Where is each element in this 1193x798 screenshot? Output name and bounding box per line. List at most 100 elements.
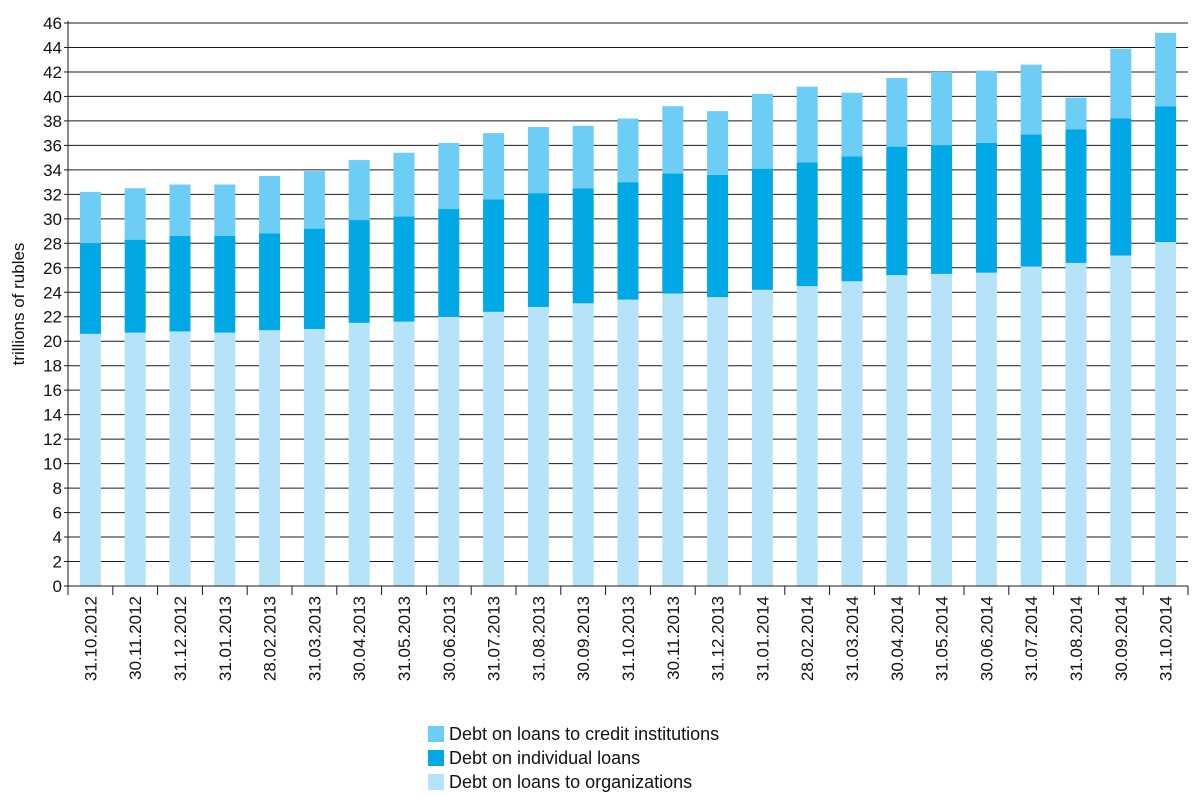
bar-segment-organizations bbox=[303, 328, 325, 586]
x-tick-label: 31.10.2012 bbox=[81, 596, 100, 681]
bar-segment-individual-loans bbox=[259, 233, 281, 331]
y-tick-label: 42 bbox=[43, 63, 62, 82]
bar-segment-credit-institutions bbox=[79, 191, 101, 244]
bar-segment-individual-loans bbox=[572, 188, 594, 304]
stacked-bar-chart: 0246810121416182022242628303234363840424… bbox=[9, 14, 1189, 681]
bar-segment-individual-loans bbox=[975, 142, 997, 273]
legend-swatch-organizations bbox=[428, 774, 444, 790]
bar-segment-organizations bbox=[617, 299, 639, 586]
bar-segment-credit-institutions bbox=[931, 71, 953, 146]
bar-segment-organizations bbox=[259, 330, 281, 586]
legend-label-organizations: Debt on loans to organizations bbox=[449, 771, 693, 792]
x-tick-label: 31.01.2013 bbox=[216, 596, 235, 681]
y-tick-label: 46 bbox=[43, 14, 62, 33]
y-tick-label: 10 bbox=[43, 455, 62, 474]
y-tick-label: 18 bbox=[43, 357, 62, 376]
legend-label-credit-institutions: Debt on loans to credit institutions bbox=[449, 723, 720, 744]
bar-segment-individual-loans bbox=[751, 168, 773, 290]
y-tick-label: 44 bbox=[43, 38, 62, 57]
y-tick-label: 40 bbox=[43, 87, 62, 106]
bar-segment-organizations bbox=[841, 281, 863, 586]
bar-segment-credit-institutions bbox=[169, 184, 191, 236]
x-tick-label: 31.08.2014 bbox=[1067, 596, 1086, 681]
x-tick-label: 30.06.2014 bbox=[977, 596, 996, 681]
legend: Debt on loans to credit institutions Deb… bbox=[428, 722, 719, 794]
bar-segment-individual-loans bbox=[124, 239, 146, 333]
bar-segment-credit-institutions bbox=[662, 106, 684, 174]
bar-segment-credit-institutions bbox=[751, 93, 773, 169]
y-tick-label: 38 bbox=[43, 112, 62, 131]
bar-segment-individual-loans bbox=[796, 162, 818, 287]
bar-segment-credit-institutions bbox=[348, 160, 370, 221]
x-tick-label: 30.11.2013 bbox=[664, 596, 683, 680]
legend-item-credit-institutions: Debt on loans to credit institutions bbox=[428, 722, 719, 746]
bar-segment-organizations bbox=[572, 303, 594, 586]
bar-segment-individual-loans bbox=[707, 174, 729, 298]
bar-segment-credit-institutions bbox=[303, 171, 325, 229]
bar-segment-credit-institutions bbox=[1155, 32, 1177, 107]
bar-segment-credit-institutions bbox=[707, 111, 729, 175]
bar-segment-credit-institutions bbox=[259, 175, 281, 234]
y-tick-label: 14 bbox=[43, 406, 62, 425]
bar-segment-organizations bbox=[707, 297, 729, 586]
bar-segment-credit-institutions bbox=[393, 152, 415, 217]
bar-segment-individual-loans bbox=[169, 235, 191, 332]
bar-segment-organizations bbox=[1155, 242, 1177, 586]
bar-segment-credit-institutions bbox=[617, 118, 639, 183]
bar-segment-credit-institutions bbox=[438, 142, 460, 210]
y-tick-label: 22 bbox=[43, 308, 62, 327]
x-tick-label: 31.01.2014 bbox=[753, 596, 772, 681]
y-tick-label: 26 bbox=[43, 259, 62, 278]
x-tick-label: 28.02.2013 bbox=[261, 596, 280, 681]
x-tick-label: 30.04.2013 bbox=[350, 596, 369, 681]
bar-segment-organizations bbox=[124, 332, 146, 586]
x-tick-label: 30.04.2014 bbox=[888, 596, 907, 681]
legend-label-individual-loans: Debt on individual loans bbox=[449, 747, 641, 768]
bar-segment-organizations bbox=[527, 306, 549, 586]
x-tick-label: 28.02.2014 bbox=[798, 596, 817, 681]
bar-segment-individual-loans bbox=[886, 146, 908, 276]
y-tick-label: 6 bbox=[53, 504, 62, 523]
bar-segment-individual-loans bbox=[527, 193, 549, 307]
y-tick-label: 24 bbox=[43, 283, 62, 302]
bar-segment-organizations bbox=[169, 331, 191, 586]
x-tick-label: 31.10.2014 bbox=[1157, 596, 1176, 681]
y-tick-label: 12 bbox=[43, 430, 62, 449]
bar-segment-organizations bbox=[931, 273, 953, 586]
bar-segment-organizations bbox=[214, 332, 236, 586]
bar-segment-individual-loans bbox=[438, 209, 460, 317]
bar-segment-credit-institutions bbox=[1110, 48, 1132, 119]
bar-segment-organizations bbox=[1065, 262, 1087, 586]
y-tick-labels: 0246810121416182022242628303234363840424… bbox=[43, 14, 62, 596]
y-tick-label: 30 bbox=[43, 210, 62, 229]
bar-segment-organizations bbox=[393, 321, 415, 586]
bar-segment-individual-loans bbox=[79, 243, 101, 334]
bar-segment-individual-loans bbox=[303, 228, 325, 329]
y-tick-label: 28 bbox=[43, 234, 62, 253]
bar-segment-organizations bbox=[1110, 255, 1132, 587]
bar-segment-credit-institutions bbox=[124, 188, 146, 240]
x-tick-label: 31.07.2013 bbox=[485, 596, 504, 681]
bar-segment-credit-institutions bbox=[527, 127, 549, 194]
legend-item-individual-loans: Debt on individual loans bbox=[428, 746, 719, 770]
bar-segment-organizations bbox=[438, 316, 460, 586]
x-tick-label: 31.08.2013 bbox=[529, 596, 548, 681]
bar-segment-organizations bbox=[483, 311, 505, 586]
bar-segment-credit-institutions bbox=[886, 78, 908, 147]
bar-segment-individual-loans bbox=[617, 182, 639, 300]
bar-segment-individual-loans bbox=[214, 235, 236, 333]
x-tick-label: 30.06.2013 bbox=[440, 596, 459, 681]
y-tick-label: 16 bbox=[43, 381, 62, 400]
bar-segment-organizations bbox=[796, 286, 818, 586]
bar-segment-individual-loans bbox=[1110, 118, 1132, 256]
bar-segment-individual-loans bbox=[348, 220, 370, 323]
x-tick-label: 31.12.2013 bbox=[709, 596, 728, 681]
legend-swatch-individual-loans bbox=[428, 750, 444, 766]
y-tick-label: 36 bbox=[43, 136, 62, 155]
bar-segment-individual-loans bbox=[1155, 106, 1177, 243]
y-tick-label: 0 bbox=[53, 577, 62, 596]
bar-segment-individual-loans bbox=[841, 156, 863, 282]
y-tick-label: 4 bbox=[53, 528, 62, 547]
bar-segment-credit-institutions bbox=[1065, 97, 1087, 130]
bar-segment-organizations bbox=[1020, 266, 1042, 586]
